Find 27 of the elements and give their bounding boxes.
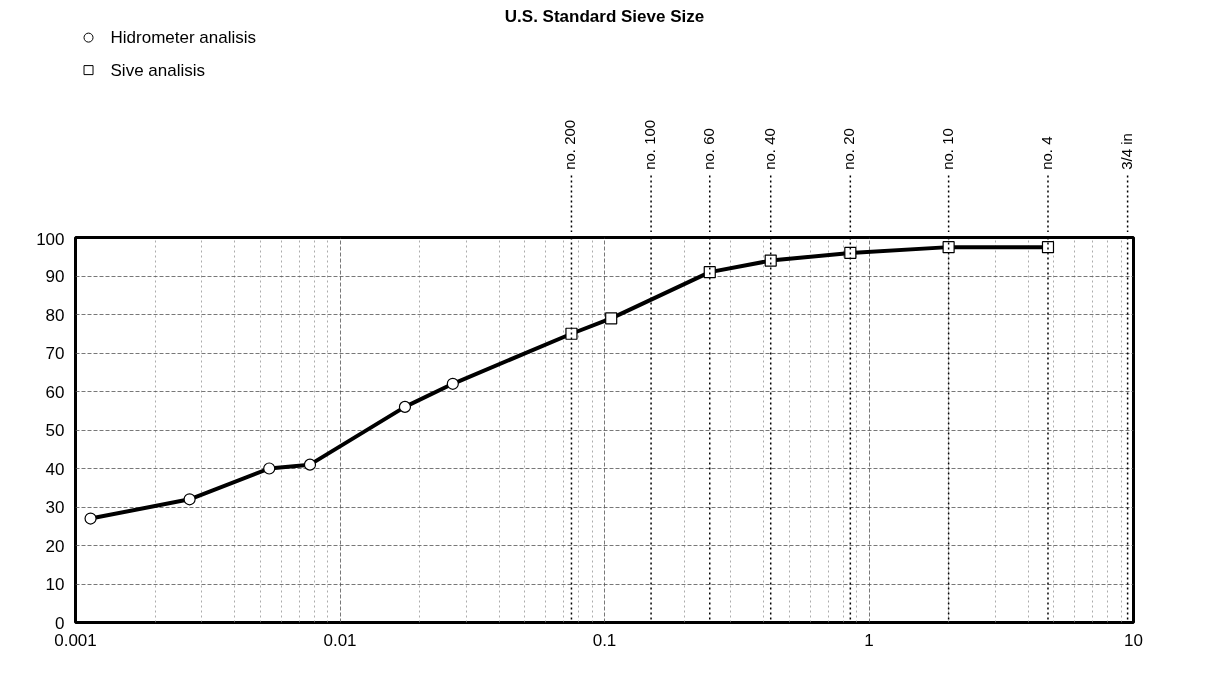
y-tick-label: 90 (45, 267, 65, 286)
ref-line-label: no. 60 (699, 128, 717, 170)
ref-line-label: no. 4 (1037, 136, 1055, 170)
legend-label: Hidrometer analisis (110, 28, 257, 48)
y-tick-label: 70 (45, 344, 65, 363)
y-tick-label: 30 (45, 498, 65, 517)
x-tick-label: 0.01 (323, 630, 357, 650)
y-tick-label: 50 (45, 421, 65, 440)
y-tick-label: 60 (45, 382, 65, 402)
y-tick-label: 20 (45, 536, 65, 556)
y-tick-label: 40 (45, 459, 65, 479)
ref-line-label: no. 40 (760, 128, 778, 170)
chart-title: U.S. Standard Sieve Size (504, 7, 705, 27)
ref-line-label: no. 20 (840, 128, 858, 170)
ref-line-label: 3/4 in (1117, 133, 1135, 170)
y-tick-label: 0 (55, 613, 65, 633)
x-tick-label: 1 (864, 630, 874, 650)
y-tick-label: 80 (45, 305, 65, 325)
ref-line-label: no. 100 (641, 119, 659, 170)
ref-line-label: no. 10 (938, 128, 956, 170)
y-tick-label: 100 (36, 229, 65, 249)
x-tick-label: 10 (1124, 630, 1143, 650)
legend-label: Sive analisis (110, 60, 206, 80)
x-tick-label: 0.001 (54, 630, 97, 650)
x-tick-label: 0.1 (592, 630, 617, 650)
ref-line-label: no. 200 (561, 119, 579, 170)
y-tick-label: 10 (45, 575, 65, 594)
